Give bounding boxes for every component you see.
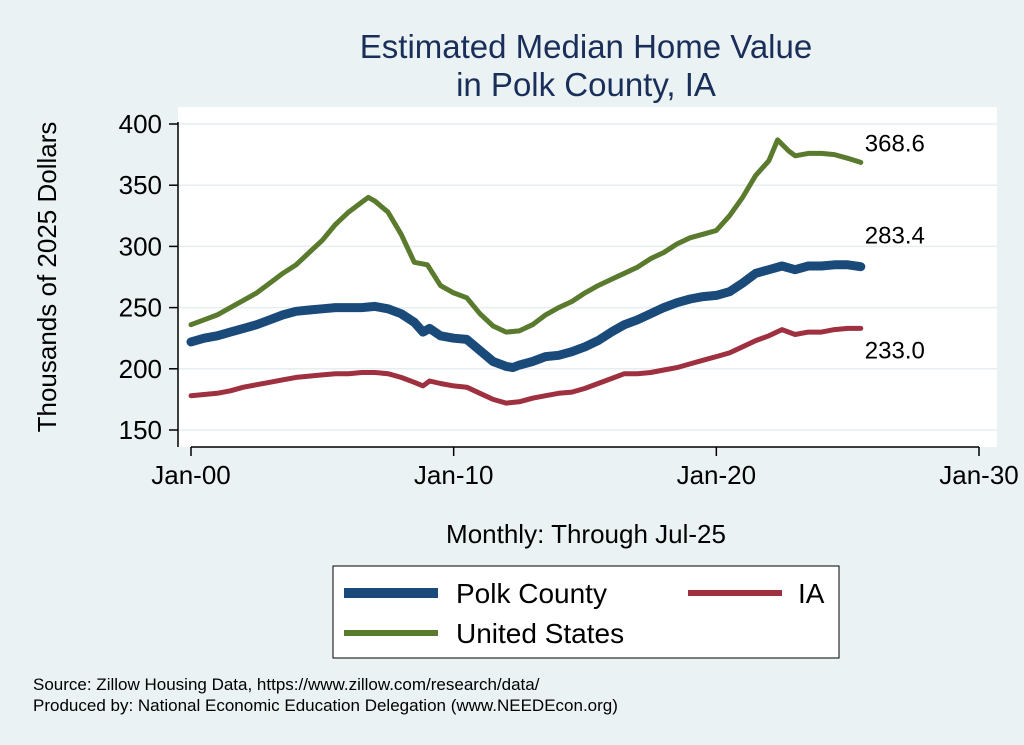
plot-area	[178, 107, 997, 447]
legend-label-united-states: United States	[456, 618, 624, 649]
y-axis-label: Thousands of 2025 Dollars	[32, 122, 62, 433]
series-line-united-states	[188, 137, 864, 335]
y-tick-label-200: 200	[119, 354, 162, 384]
end-label-united-states: 368.6	[865, 130, 925, 157]
chart-title-line-2: in Polk County, IA	[456, 66, 716, 103]
x-tick-label-Jan-00: Jan-00	[151, 460, 231, 490]
axes	[177, 122, 979, 448]
y-tick-label-300: 300	[119, 231, 162, 261]
x-ticks: Jan-00 Jan-10 Jan-20 Jan-30	[151, 447, 1019, 490]
legend-label-ia: IA	[798, 578, 825, 609]
series-line-polk-county	[186, 260, 866, 373]
chart-title-line-1: Estimated Median Home Value	[360, 28, 812, 65]
y-tick-label-350: 350	[119, 170, 162, 200]
x-tick-label-Jan-10: Jan-10	[414, 460, 494, 490]
series-line-ia	[188, 325, 864, 406]
x-tick-label-Jan-30: Jan-30	[939, 460, 1019, 490]
series-lines	[186, 137, 866, 406]
end-label-polk-county: 283.4	[865, 223, 925, 250]
legend: Polk County IA United States	[332, 565, 840, 659]
legend-box	[332, 565, 840, 659]
y-tick-label-150: 150	[119, 415, 162, 445]
end-labels: 283.4 233.0 368.6	[865, 130, 925, 364]
source-note: Source: Zillow Housing Data, https://www…	[33, 675, 540, 694]
end-label-ia: 233.0	[865, 337, 925, 364]
legend-label-polk-county: Polk County	[456, 578, 607, 609]
x-axis-label: Monthly: Through Jul-25	[446, 519, 726, 549]
y-tick-label-250: 250	[119, 293, 162, 323]
y-tick-label-400: 400	[119, 109, 162, 139]
x-tick-label-Jan-20: Jan-20	[677, 460, 757, 490]
producer-note: Produced by: National Economic Education…	[33, 696, 618, 715]
y-ticks: 150 200 250 300 350 400	[119, 109, 178, 445]
